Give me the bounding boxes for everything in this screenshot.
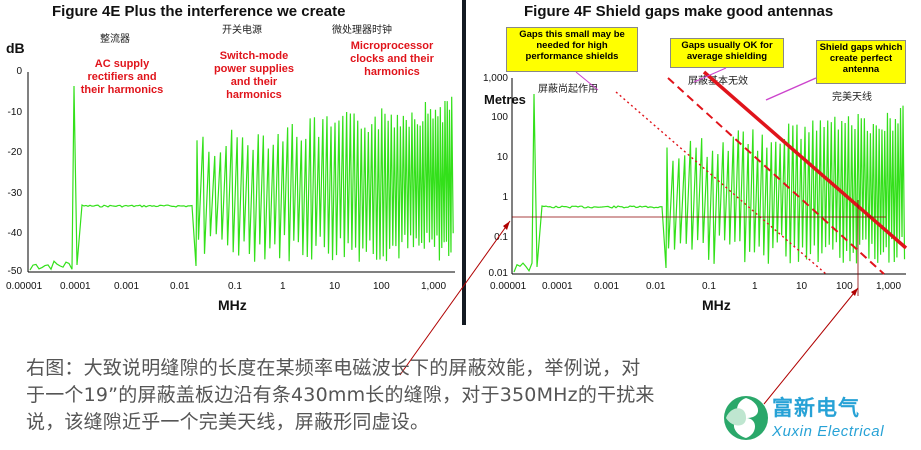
callout-pointer [575,71,599,91]
y-tick: 100 [491,112,508,123]
y-tick: -40 [7,228,22,239]
figure-4f-title: Figure 4F Shield gaps make good antennas [524,3,834,20]
arrowhead [503,221,510,230]
arrowhead [851,288,858,296]
y-tick: -20 [7,147,22,158]
right-spectrum-plot [511,67,908,296]
x-axis-title: MHz [702,297,731,313]
perfect-antenna-cn-label: 完美天线 [832,92,872,103]
caption-text: 右图：大致说明缝隙的长度在某频率电磁波长下的屏蔽效能，举例说，对 于一个19”的… [26,355,766,436]
figure-4e-title: Figure 4E Plus the interference we creat… [52,3,346,20]
smps-cn-label: 开关电源 [222,25,262,36]
figure-4e-panel: Figure 4E Plus the interference we creat… [0,0,462,325]
x-tick: 0.001 [594,281,620,292]
x-tick: 0.0001 [542,281,573,292]
spectrum-trace [513,93,906,273]
y-tick: 1 [502,192,508,203]
average-gap-dashed-line [667,77,885,275]
company-logo [720,388,920,448]
logo-chinese-text: 富新电气 [772,396,860,420]
y-tick: 0.01 [488,268,508,279]
smps-note: Switch-mode power supplies and their har… [213,50,295,101]
mcu-cn-label: 微处理器时钟 [332,25,392,36]
x-tick: 0.00001 [6,281,43,292]
x-tick: 0.00001 [490,281,527,292]
ok-gaps-callout: Gaps usually OK for average shielding [670,38,784,68]
y-tick: -50 [7,266,22,277]
shield-ineffective-cn-label: 屏蔽基本无效 [688,76,748,87]
callout-pointer [765,77,817,101]
arrow-to-350mhz [763,287,859,405]
x-tick: 10 [329,281,341,292]
caption-line: 右图：大致说明缝隙的长度在某频率电磁波长下的屏蔽效能，举例说，对 [26,357,641,379]
shield-works-cn-label: 屏蔽尚起作用 [538,84,598,95]
x-tick: 0.1 [228,281,242,292]
arrow-to-ref-line [399,220,511,376]
x-tick: 0.01 [170,281,190,292]
caption-line: 于一个19”的屏蔽盖板边沿有条430mm长的缝隙，对于350MHz的干扰来 [26,384,655,406]
y-tick: 1,000 [482,73,508,84]
x-tick: 0.01 [646,281,666,292]
x-tick: 100 [373,281,390,292]
y-tick: 0 [16,66,22,77]
x-tick: 100 [836,281,853,292]
y-unit-label: Metres [484,92,526,107]
x-tick: 1 [280,281,286,292]
caption-line: 说，该缝隙近乎一个完美天线，屏蔽形同虚设。 [26,411,430,433]
x-tick: 0.0001 [60,281,91,292]
small-gap-dotted-line [615,91,827,275]
x-tick: 1,000 [876,281,902,292]
left-spectrum-plot [27,72,455,273]
rectifier-cn-label: 整流器 [100,34,130,45]
antenna-solid-line [702,70,908,250]
callout-pointer [693,67,727,83]
leaf-logo-icon [724,396,768,440]
logo-english-text: Xuxin Electrical [772,423,885,440]
ac-rectifier-note: AC supply rectifiers and their harmonics [80,58,164,96]
y-tick: 10 [496,152,508,163]
x-tick: 1,000 [421,281,447,292]
x-tick: 0.1 [702,281,716,292]
x-tick: 10 [796,281,808,292]
antenna-gaps-callout: Shield gaps which create perfect antenna [816,40,906,84]
y-tick: 0.1 [494,232,508,243]
x-tick: 0.001 [114,281,140,292]
x-axis-title: MHz [218,297,247,313]
y-tick: -30 [7,188,22,199]
spectrum-trace [29,85,454,271]
figure-4f-panel: Figure 4F Shield gaps make good antennas… [466,0,921,325]
x-tick: 1 [752,281,758,292]
mcu-note: Microprocessor clocks and their harmonic… [350,40,434,78]
y-tick: -10 [7,107,22,118]
small-gaps-callout: Gaps this small may be needed for high p… [506,27,638,72]
y-unit-label: dB [6,40,25,56]
